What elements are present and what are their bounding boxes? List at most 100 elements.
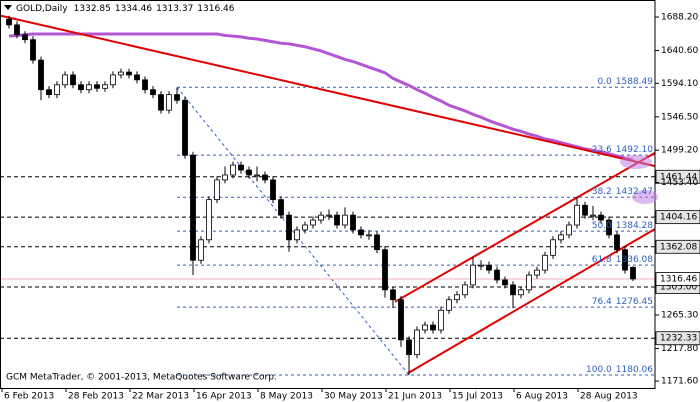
highlight [632, 190, 658, 204]
candle-body [550, 239, 556, 256]
candle-body [126, 71, 132, 76]
candle-body [398, 299, 404, 341]
candle-body [190, 154, 196, 261]
fibo-label: 100.0 1180.06 [586, 365, 653, 375]
level-box [655, 239, 700, 254]
candle-body [222, 174, 228, 181]
candle-body [590, 214, 596, 217]
candle-body [630, 266, 636, 280]
candle-body [414, 329, 420, 356]
candle-body [310, 219, 316, 226]
y-tick-label: 1453.40 [661, 178, 698, 188]
candle-body [238, 164, 244, 171]
candle-body [438, 309, 444, 331]
fibo-ratio: 61.8 [592, 255, 612, 265]
fibo-ratio: 23.6 [592, 145, 612, 155]
fibo-ratio: 100.0 [586, 365, 612, 375]
candle-body [478, 264, 484, 267]
level-box [655, 331, 700, 346]
candle-body [230, 164, 236, 176]
x-tick-label: 28 Aug 2013 [580, 392, 638, 402]
candle-body [622, 249, 628, 271]
y-tick-label: 1217.80 [661, 344, 698, 354]
x-tick-label: 30 May 2013 [324, 392, 383, 402]
candle-body [214, 179, 220, 201]
level-label: 1461.44 [660, 172, 697, 182]
labels: 0.0 1588.49 23.6 1492.10 38.2 1432.47 50.0 1384… [586, 77, 700, 375]
candle-body [318, 214, 324, 221]
candle-body [94, 84, 100, 89]
low-value: 1313.37 [156, 4, 193, 14]
candle-body [518, 289, 524, 296]
candle-body [14, 24, 20, 36]
fibo-ratio: 50.0 [592, 221, 612, 231]
trendline [0, 14, 655, 168]
candle-body [262, 174, 268, 181]
fibo-price: 1276.45 [616, 297, 653, 307]
y-tick-label: 1640.60 [661, 46, 698, 56]
moving-average [8, 32, 634, 162]
plot-area [0, 14, 655, 376]
copyright: GCM MetaTrader, © 2001-2013, MetaQuotes … [6, 373, 277, 383]
fibo-label: 61.8 1336.08 [592, 255, 654, 265]
candle-body [526, 274, 532, 291]
candle-body [118, 71, 124, 76]
candle-body [598, 214, 604, 221]
candle-body [30, 39, 36, 61]
candle-body [270, 179, 276, 201]
candle-body [142, 79, 148, 91]
bid-box [655, 272, 700, 286]
x-tick-label: 28 Feb 2013 [68, 392, 124, 402]
level-label: 1232.33 [660, 334, 697, 344]
candle-body [134, 74, 140, 81]
candle-body [382, 249, 388, 291]
candle-body [574, 204, 580, 226]
x-tick-label: 21 Jun 2013 [388, 392, 442, 402]
candle-body [78, 84, 84, 91]
fibo-price: 1588.49 [616, 77, 653, 87]
candle-body [542, 254, 548, 271]
symbol: GOLD,Daily [16, 4, 68, 14]
candle-body [22, 34, 28, 41]
open-value: 1332.85 [74, 4, 111, 14]
y-tick-label: 1546.50 [661, 112, 698, 122]
fibo-ratio: 0.0 [597, 77, 612, 87]
chart-header: GOLD,Daily 1332.85 1334.46 1313.37 1316.46 [16, 4, 235, 14]
x-tick-label: 6 Feb 2013 [4, 392, 54, 402]
candle-body [454, 294, 460, 301]
fibo-label: 50.0 1384.28 [592, 221, 654, 231]
candle-body [302, 224, 308, 231]
candle-body [446, 299, 452, 311]
candle-body [6, 18, 12, 26]
fibo-label: 23.6 1492.10 [592, 145, 654, 155]
candle-body [38, 59, 44, 91]
x-tick-label: 8 May 2013 [260, 392, 313, 402]
candle-body [430, 324, 436, 331]
fibo-price: 1336.08 [616, 255, 653, 265]
candle-body [54, 84, 60, 96]
high-value: 1334.46 [115, 4, 152, 14]
highlight [620, 155, 652, 169]
candle-body [326, 214, 332, 217]
candle-body [110, 74, 116, 86]
candle-body [470, 264, 476, 286]
candle-body [566, 224, 572, 236]
fibo-price: 1384.28 [616, 221, 653, 231]
menu-icon[interactable] [4, 5, 12, 10]
candle-body [358, 229, 364, 236]
candle-body [206, 199, 212, 241]
candle-body [606, 219, 612, 236]
level-label: 1305.00 [660, 283, 697, 293]
x-tick-label: 22 Mar 2013 [132, 392, 189, 402]
candle-body [198, 239, 204, 261]
candle-body [334, 214, 340, 226]
candle-body [510, 284, 516, 296]
level-box [655, 169, 700, 184]
candle-body [486, 264, 492, 271]
trendline [407, 227, 655, 374]
candle-body [46, 89, 52, 96]
x-tick-label: 15 Jul 2013 [452, 392, 503, 402]
y-tick-label: 1265.30 [661, 310, 698, 320]
